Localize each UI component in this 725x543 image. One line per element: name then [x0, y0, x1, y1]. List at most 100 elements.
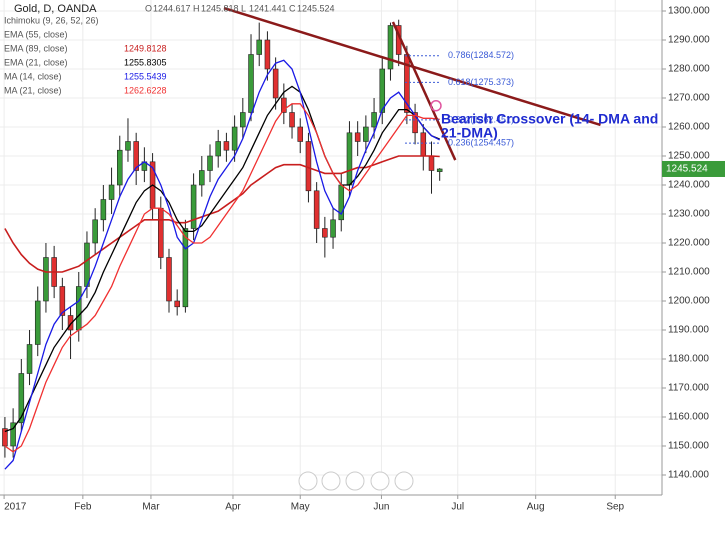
candle-body [264, 39, 271, 70]
button[interactable] [321, 471, 341, 491]
candle-body [354, 132, 361, 142]
legend-name: MA (14, close) [4, 71, 62, 81]
legend-value: 1262.6228 [124, 85, 167, 95]
ohlc-value: 1241.441 [249, 3, 287, 13]
y-tick-label: 1220.000 [668, 238, 710, 249]
y-tick-label: 1140.000 [668, 470, 709, 481]
candle-body [166, 257, 172, 302]
candle-body [330, 219, 336, 238]
legend-value: 1255.5439 [124, 71, 167, 81]
candle-body [281, 97, 287, 113]
y-tick-label: 1250.000 [668, 151, 710, 162]
candle-body [313, 190, 320, 229]
ohlc-label: O [145, 3, 152, 13]
y-tick-label: 1160.000 [668, 412, 709, 423]
candle-body [297, 126, 303, 142]
candle-body [436, 168, 443, 172]
candle-body [363, 126, 369, 142]
y-tick-label: 1260.000 [668, 122, 710, 133]
candle-body [420, 132, 427, 157]
candle-body [125, 141, 131, 151]
trendline [391, 21, 457, 161]
candle-body [240, 112, 246, 128]
candle-body [26, 344, 33, 374]
legend-name: EMA (89, close) [4, 43, 68, 53]
y-tick-label: 1210.000 [668, 267, 710, 278]
candle-body [182, 228, 189, 308]
legend-entries: EMA (89, close) 1249.8128 EMA (21, close) 1… [4, 43, 167, 95]
annotation-text: Bearish Crossover (14- DMA and [441, 110, 658, 126]
ma-line [4, 59, 440, 470]
ma-line [4, 85, 440, 433]
ohlc: O 1244.617 H 1245.818 L 1241.441 C 1245.524 [145, 3, 335, 13]
axes: 1140.000 1150.000 1160.000 1170.000 1180.000… [3, 6, 725, 513]
candle-body [272, 68, 279, 99]
fib-label: 0.618(1275.373) [448, 77, 514, 87]
y-tick-label: 1290.000 [668, 35, 710, 46]
y-tick-label: 1280.000 [668, 64, 710, 75]
candle-body [412, 112, 418, 134]
annotation-text: 21-DMA) [441, 124, 498, 140]
legend-name: EMA (21, close) [4, 57, 68, 67]
plot: 0.786(1284.572) 0.618(1275.373) 0.382(1262… [2, 6, 658, 470]
candle-body [43, 257, 49, 302]
hidden-indicator: Ichimoku (9, 26, 52, 26) [4, 15, 99, 25]
fib-label: 0.382(1262.451) [448, 114, 514, 124]
candle-body [379, 68, 386, 113]
candle-body [387, 25, 394, 70]
nav-buttons [298, 471, 414, 491]
ma-line [4, 103, 440, 453]
candle-body [92, 219, 98, 244]
candle-body [133, 141, 139, 171]
ohlc-value: 1244.617 [153, 3, 191, 13]
y-tick-label: 1180.000 [668, 354, 709, 365]
hidden-indicator: EMA (55, close) [4, 29, 68, 39]
candle-body [207, 155, 213, 171]
annotation-marker [430, 99, 442, 112]
legend-value: 1255.8305 [124, 57, 167, 67]
price-label: 1245.524 [666, 164, 708, 175]
candle-body [215, 141, 221, 157]
x-tick-label: Mar [142, 502, 160, 513]
candle-body [223, 141, 230, 151]
candle-body [289, 112, 295, 128]
x-tick-label: Jun [373, 502, 389, 513]
y-tick-label: 1240.000 [668, 180, 710, 191]
candle-body [231, 126, 238, 151]
ma-line [4, 155, 440, 273]
price-label-bg [662, 160, 725, 177]
legend: Gold, D, OANDA O 1244.617 H 1245.818 L 1241.4… [4, 3, 335, 95]
y-tick-label: 1170.000 [668, 383, 709, 394]
x-tick-label: Apr [225, 502, 241, 513]
x-tick-label: Jul [451, 502, 464, 513]
y-tick-label: 1300.000 [668, 6, 710, 17]
ohlc-value: 1245.524 [297, 3, 335, 13]
button[interactable] [370, 471, 390, 491]
y-tick-label: 1230.000 [668, 209, 710, 220]
fib-label: 0.236(1254.457) [448, 137, 514, 147]
candle-body [84, 242, 90, 287]
legend-value: 1249.8128 [124, 43, 167, 53]
button[interactable] [345, 471, 365, 491]
symbol: Gold, D, OANDA [14, 3, 97, 15]
candle-body [371, 112, 377, 128]
candle-body [10, 422, 16, 447]
candle-body [100, 199, 107, 221]
ohlc-label: H [193, 3, 200, 13]
candle-body [428, 155, 435, 171]
candle-body [190, 184, 197, 229]
candle-body [108, 184, 115, 200]
candle-body [67, 315, 74, 331]
x-tick-label: May [291, 502, 310, 513]
candle-body [34, 300, 41, 345]
x-tick-label: Aug [527, 502, 545, 513]
candle-body [322, 228, 328, 238]
button[interactable] [298, 471, 318, 491]
candle-body [75, 286, 82, 331]
candle-body [18, 373, 25, 424]
ohlc-value: 1245.818 [201, 3, 239, 13]
y-tick-label: 1190.000 [668, 325, 709, 336]
button[interactable] [394, 471, 414, 491]
ohlc-label: L [241, 3, 246, 13]
